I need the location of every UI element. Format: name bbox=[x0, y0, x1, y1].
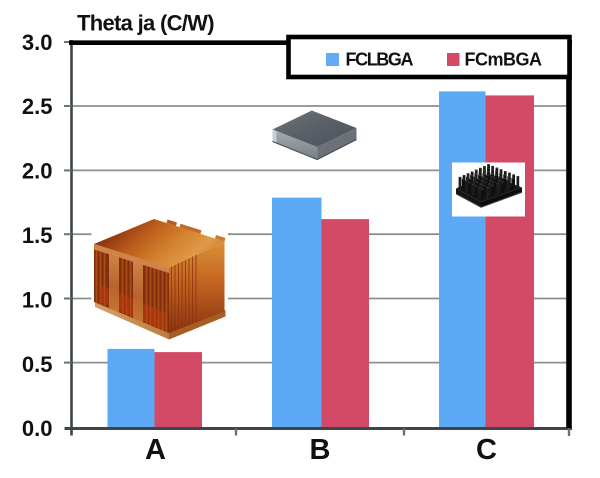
svg-text:Theta ja (C/W): Theta ja (C/W) bbox=[77, 11, 214, 36]
svg-text:B: B bbox=[310, 434, 331, 466]
svg-text:2.5: 2.5 bbox=[22, 94, 53, 119]
svg-text:FCLBGA: FCLBGA bbox=[346, 50, 414, 70]
svg-text:3.0: 3.0 bbox=[22, 30, 53, 55]
svg-text:1.0: 1.0 bbox=[22, 287, 53, 312]
svg-text:A: A bbox=[145, 434, 166, 466]
svg-text:0.5: 0.5 bbox=[22, 352, 53, 377]
svg-text:C: C bbox=[476, 434, 497, 466]
svg-text:0.0: 0.0 bbox=[22, 416, 53, 441]
svg-text:2.0: 2.0 bbox=[22, 159, 53, 184]
svg-text:FCmBGA: FCmBGA bbox=[465, 50, 542, 70]
svg-text:1.5: 1.5 bbox=[22, 223, 53, 248]
